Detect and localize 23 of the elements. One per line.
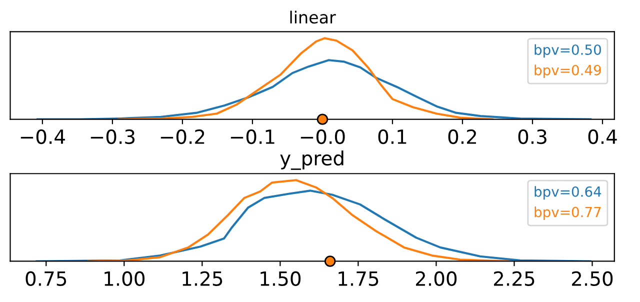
x-tick-label: 0.1 <box>378 129 406 144</box>
chart-title: linear <box>290 10 336 24</box>
x-tick-label: −0.2 <box>160 129 204 144</box>
x-tick-label: −0.1 <box>230 129 274 144</box>
x-tick-label: 1.75 <box>338 272 378 286</box>
text: bpv=0.77 <box>534 206 601 220</box>
x-tick-label: 0.75 <box>26 271 66 286</box>
text: bpv=0.50 <box>534 44 601 58</box>
x-tick-label: 2.25 <box>494 271 534 286</box>
x-tick-label: −0.0 <box>300 129 345 144</box>
x-tick-label: 0.4 <box>588 129 617 144</box>
x-tick-label: 0.3 <box>518 129 546 144</box>
x-tick-label: 0.2 <box>448 129 476 144</box>
x-tick-label: −0.4 <box>20 129 65 144</box>
x-tick-label: 2.50 <box>572 271 613 286</box>
x-tick-label: 2.00 <box>416 271 457 286</box>
x-tick-label: 1.25 <box>182 271 222 286</box>
text: bpv=0.64 <box>534 186 602 200</box>
chart-title: y_pred <box>280 150 344 170</box>
text: bpv=0.49 <box>534 64 601 78</box>
x-tick-label: 1.50 <box>260 271 301 286</box>
x-tick-label: −0.3 <box>90 129 134 144</box>
x-tick-label: 1.00 <box>104 271 144 286</box>
